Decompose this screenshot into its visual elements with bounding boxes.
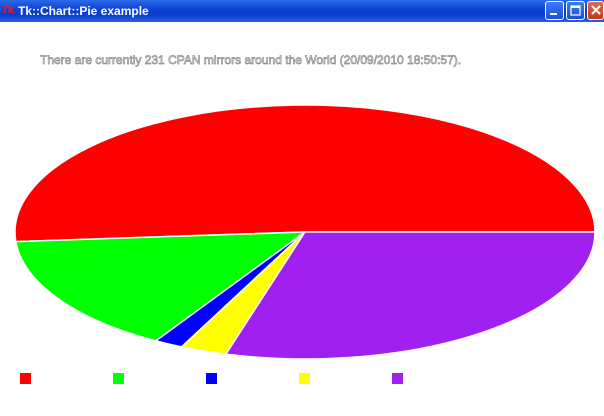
minimize-button[interactable] [545, 1, 564, 20]
legend-swatch-2 [113, 373, 124, 384]
close-icon [591, 5, 601, 15]
window-title: Tk::Chart::Pie example [18, 4, 149, 18]
maximize-icon [570, 5, 581, 16]
legend-swatch-1 [20, 373, 31, 384]
pie-slice-1 [14, 104, 596, 243]
legend-swatch-3 [206, 373, 217, 384]
tk-feather-icon: 7k [1, 3, 15, 16]
minimize-icon [550, 13, 557, 15]
chart-title: There are currently 231 CPAN mirrors aro… [40, 53, 462, 68]
legend-swatch-4 [299, 373, 310, 384]
pie-chart: There are currently 231 CPAN mirrors aro… [0, 22, 604, 416]
title-bar: 7k Tk::Chart::Pie example [0, 0, 604, 22]
legend-swatch-5 [392, 373, 403, 384]
close-button[interactable] [587, 1, 604, 20]
pie-slice-2 [14, 231, 308, 342]
maximize-button[interactable] [566, 1, 585, 20]
pie-slice-5 [224, 231, 596, 360]
pie-plot [14, 104, 596, 360]
